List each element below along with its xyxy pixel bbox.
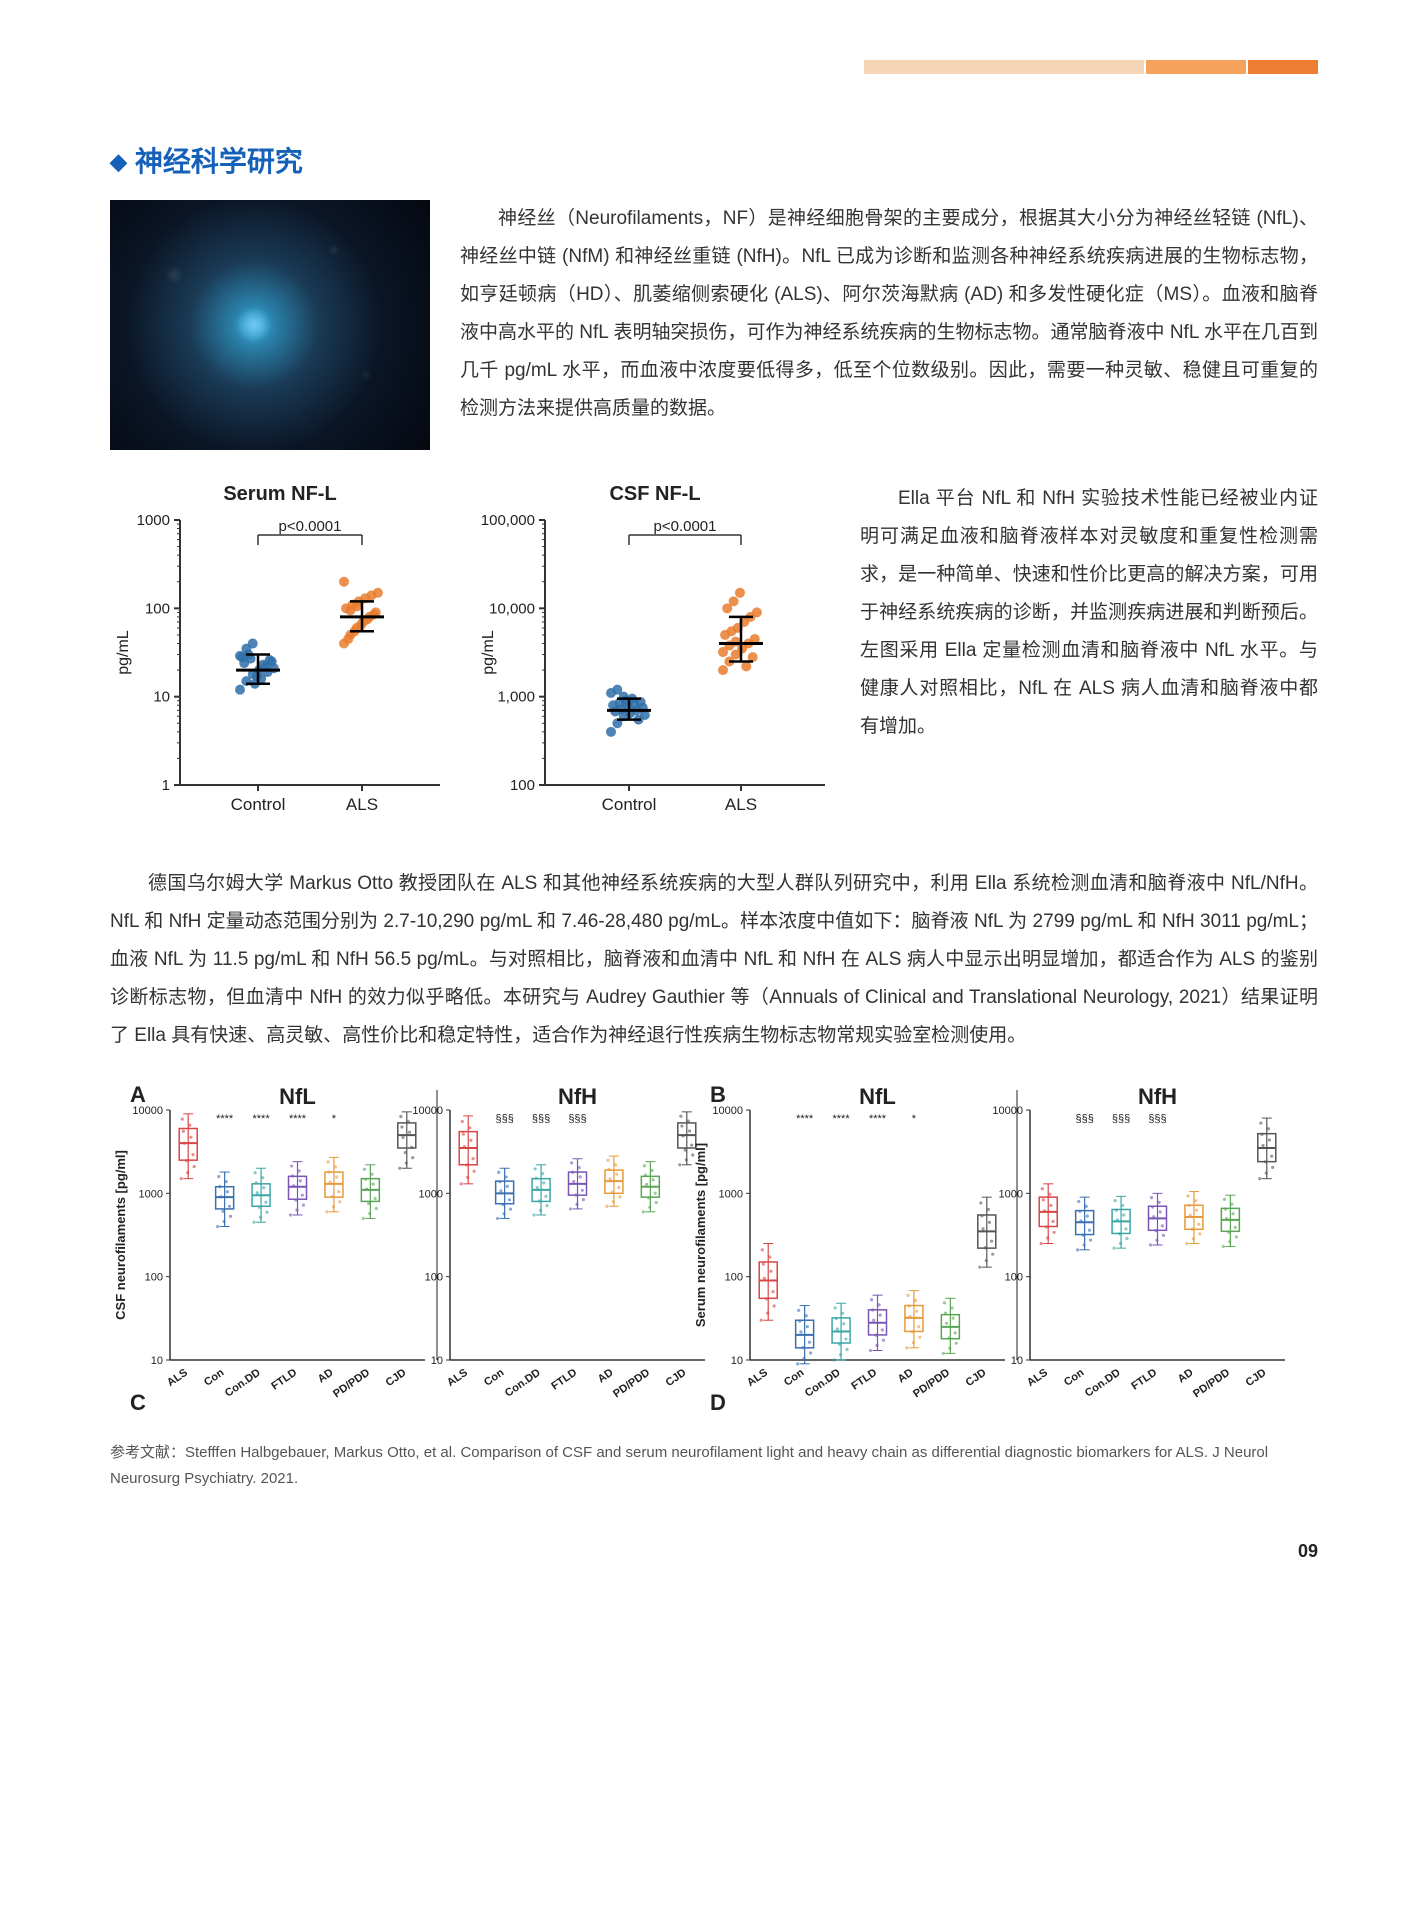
svg-text:ALS: ALS (1025, 1367, 1050, 1389)
side-paragraph: Ella 平台 NfL 和 NfH 实验技术性能已经被业内证明可满足血液和脑脊液… (860, 480, 1318, 746)
csf-nfl-chart: CSF NF-L 100 1,000 10,000 100,000 pg/mL Contro… (475, 480, 835, 835)
svg-text:1000: 1000 (999, 1188, 1023, 1200)
svg-text:ALS: ALS (346, 795, 378, 814)
svg-text:ALS: ALS (745, 1367, 770, 1389)
svg-text:AD: AD (1176, 1367, 1196, 1386)
svg-text:10000: 10000 (412, 1105, 443, 1117)
svg-text:Serum neurofilaments [pg/ml]: Serum neurofilaments [pg/ml] (693, 1143, 708, 1327)
svg-text:100: 100 (725, 1272, 743, 1284)
svg-text:p<0.0001: p<0.0001 (279, 518, 342, 535)
svg-text:pg/mL: pg/mL (480, 630, 497, 675)
svg-text:100: 100 (1005, 1272, 1023, 1284)
reference-text: 参考文献：Stefffen Halbgebauer, Markus Otto, … (110, 1440, 1318, 1491)
svg-text:****: **** (796, 1113, 814, 1125)
svg-text:Con: Con (1062, 1366, 1087, 1388)
svg-text:Con.DD: Con.DD (223, 1367, 263, 1400)
svg-text:NfL: NfL (859, 1084, 896, 1109)
svg-text:§§§: §§§ (1112, 1113, 1130, 1125)
svg-text:A: A (130, 1082, 146, 1107)
svg-text:100: 100 (510, 777, 535, 794)
svg-text:ALS: ALS (445, 1367, 470, 1389)
svg-text:NfH: NfH (1138, 1084, 1177, 1109)
svg-text:AD: AD (596, 1367, 616, 1386)
diamond-icon: ◆ (110, 149, 127, 174)
svg-text:10,000: 10,000 (489, 600, 535, 617)
svg-text:Con.DD: Con.DD (803, 1367, 843, 1400)
svg-text:100: 100 (145, 1272, 163, 1284)
svg-text:10000: 10000 (712, 1105, 743, 1117)
svg-text:10: 10 (153, 689, 170, 706)
svg-text:100: 100 (145, 600, 170, 617)
svg-text:ALS: ALS (165, 1367, 190, 1389)
svg-text:CJD: CJD (1244, 1367, 1269, 1389)
svg-text:CJD: CJD (664, 1367, 689, 1389)
svg-text:1000: 1000 (137, 512, 170, 529)
page-number: 09 (110, 1541, 1318, 1562)
svg-text:NfH: NfH (558, 1084, 597, 1109)
svg-text:1000: 1000 (719, 1188, 743, 1200)
intro-paragraph: 神经丝（Neurofilaments，NF）是神经细胞骨架的主要成分，根据其大小… (460, 200, 1318, 450)
svg-text:pg/mL: pg/mL (115, 630, 132, 675)
body-paragraph-3: 德国乌尔姆大学 Markus Otto 教授团队在 ALS 和其他神经系统疾病的… (110, 865, 1318, 1055)
svg-text:CSF neurofilaments [pg/ml]: CSF neurofilaments [pg/ml] (113, 1150, 128, 1320)
svg-text:10: 10 (1011, 1355, 1023, 1367)
svg-text:FTLD: FTLD (549, 1367, 579, 1393)
svg-text:FTLD: FTLD (269, 1367, 299, 1393)
svg-text:1,000: 1,000 (497, 689, 535, 706)
svg-text:p<0.0001: p<0.0001 (654, 518, 717, 535)
svg-text:AD: AD (896, 1367, 916, 1386)
svg-text:****: **** (216, 1113, 234, 1125)
svg-text:PD/PDD: PD/PDD (1191, 1367, 1232, 1401)
svg-text:10000: 10000 (992, 1105, 1023, 1117)
svg-text:FTLD: FTLD (1129, 1367, 1159, 1393)
svg-text:10: 10 (151, 1355, 163, 1367)
svg-text:****: **** (253, 1113, 271, 1125)
svg-text:10: 10 (731, 1355, 743, 1367)
svg-text:AD: AD (316, 1367, 336, 1386)
svg-text:§§§: §§§ (532, 1113, 550, 1125)
svg-text:Con.DD: Con.DD (1083, 1367, 1123, 1400)
svg-text:PD/PDD: PD/PDD (611, 1367, 652, 1401)
svg-text:§§§: §§§ (1148, 1113, 1166, 1125)
svg-text:B: B (710, 1082, 726, 1107)
svg-text:Control: Control (602, 795, 657, 814)
header-accent-bars (864, 60, 1318, 74)
svg-text:10: 10 (431, 1355, 443, 1367)
svg-text:NfL: NfL (279, 1084, 316, 1109)
svg-text:Serum NF-L: Serum NF-L (223, 483, 336, 505)
svg-text:§§§: §§§ (495, 1113, 513, 1125)
svg-text:CJD: CJD (384, 1367, 409, 1389)
serum-nfl-chart: Serum NF-L 1 10 100 1000 pg/mL Control ALS p<0.0… (110, 480, 450, 835)
svg-text:****: **** (869, 1113, 887, 1125)
svg-text:CJD: CJD (964, 1367, 989, 1389)
svg-text:1: 1 (162, 777, 170, 794)
svg-text:1000: 1000 (419, 1188, 443, 1200)
svg-text:FTLD: FTLD (849, 1367, 879, 1393)
svg-text:Con: Con (482, 1366, 507, 1388)
section-title: ◆神经科学研究 (110, 140, 1318, 180)
svg-text:Control: Control (231, 795, 286, 814)
svg-text:Con: Con (202, 1366, 227, 1388)
svg-text:ALS: ALS (725, 795, 757, 814)
svg-text:Con.DD: Con.DD (503, 1367, 543, 1400)
svg-text:*: * (332, 1113, 337, 1125)
svg-text:100: 100 (425, 1272, 443, 1284)
neuron-illustration (110, 200, 430, 450)
svg-text:D: D (710, 1390, 726, 1415)
svg-text:*: * (912, 1113, 917, 1125)
svg-text:§§§: §§§ (568, 1113, 586, 1125)
svg-text:PD/PDD: PD/PDD (331, 1367, 372, 1401)
svg-text:§§§: §§§ (1075, 1113, 1093, 1125)
svg-text:****: **** (833, 1113, 851, 1125)
svg-text:Con: Con (782, 1366, 807, 1388)
comparison-boxplots: A C NfL 10 100 1000 10000 CSF neurofilaments [p… (110, 1080, 1318, 1425)
svg-text:100,000: 100,000 (481, 512, 535, 529)
svg-text:****: **** (289, 1113, 307, 1125)
svg-text:10000: 10000 (132, 1105, 163, 1117)
svg-text:C: C (130, 1390, 146, 1415)
svg-text:CSF NF-L: CSF NF-L (609, 483, 700, 505)
svg-text:1000: 1000 (139, 1188, 163, 1200)
svg-text:PD/PDD: PD/PDD (911, 1367, 952, 1401)
